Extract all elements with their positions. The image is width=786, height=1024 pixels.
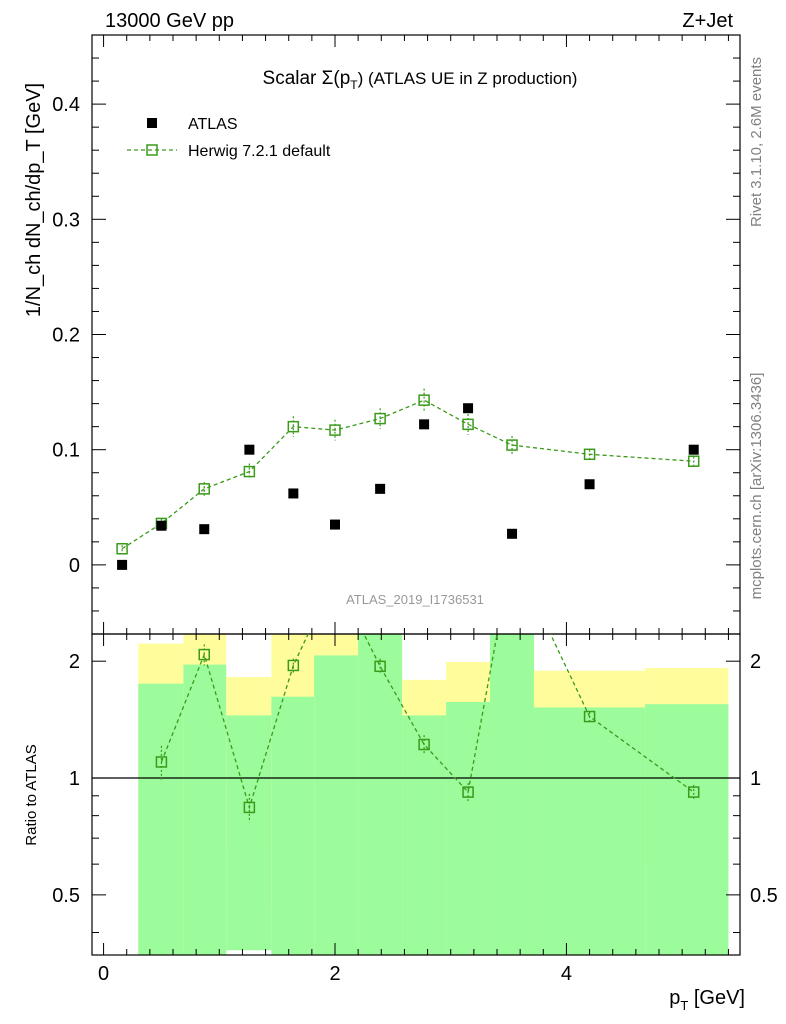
mc-point — [198, 483, 210, 495]
data-point — [330, 519, 340, 530]
mc-point — [462, 418, 474, 431]
analysis-id-label: ATLAS_2019_I1736531 — [346, 592, 484, 607]
ratio-band-inner — [271, 696, 315, 955]
ratio-y-tick-label-left: 1 — [69, 768, 80, 790]
data-point — [244, 444, 255, 455]
x-tick-label: 0 — [98, 963, 109, 985]
data-point — [507, 528, 518, 539]
chart-title: Scalar Σ(pT) (ATLAS UE in Z production) — [263, 68, 578, 92]
ratio-band-inner — [490, 634, 535, 955]
ratio-band-inner — [446, 701, 491, 955]
main-y-tick-label: 0.1 — [52, 440, 80, 462]
legend-data-marker — [147, 118, 157, 128]
rivet-label: Rivet 3.1.10, 2.6M events — [748, 57, 765, 227]
ratio-y-tick-label-right: 1 — [750, 768, 761, 790]
ratio-band-inner — [645, 704, 729, 955]
legend-mc-marker — [146, 144, 158, 156]
chart-title-sub: T — [350, 78, 358, 92]
main-y-tick-label: 0 — [69, 555, 80, 577]
ratio-band-inner — [402, 715, 447, 955]
ratio-point — [687, 786, 700, 798]
main-y-tick-label: 0.4 — [52, 94, 80, 116]
ratio-band-inner — [138, 683, 184, 955]
main-ylabel: 1/N_ch dN_ch/dp_T [GeV] — [23, 83, 45, 317]
ratio-band-inner — [183, 664, 227, 955]
mc-line — [121, 399, 694, 550]
ratio-y-tick-label-left: 0.5 — [52, 885, 80, 907]
data-point — [199, 524, 210, 535]
ratio-band-inner — [314, 655, 359, 955]
ratio-band-inner — [358, 634, 403, 955]
data-point — [288, 488, 299, 499]
mc-point — [374, 412, 386, 425]
header-left-label: 13000 GeV pp — [105, 10, 234, 32]
x-axis-label-sub: T — [680, 998, 688, 1013]
mc-series — [116, 388, 700, 555]
data-point — [463, 403, 474, 414]
ratio-point — [155, 756, 168, 768]
ratio-bands — [138, 634, 729, 955]
mc-point — [329, 424, 341, 436]
data-point — [375, 483, 386, 494]
chart-title-prefix: Scalar Σ(p — [263, 68, 351, 89]
main-panel: 1/N_ch dN_ch/dp_T [GeV] Scalar Σ(pT) (AT… — [23, 68, 577, 607]
ratio-point — [583, 710, 596, 723]
mc-point — [687, 455, 700, 467]
ratio-y-tick-label-left: 2 — [69, 651, 80, 673]
data-series — [117, 403, 699, 570]
ratio-point — [198, 648, 210, 661]
ratio-ylabel: Ratio to ATLAS — [23, 744, 40, 845]
mc-point — [243, 465, 256, 478]
ratio-point — [287, 659, 300, 672]
x-tick-label: 4 — [561, 963, 572, 985]
x-axis-label-main: p — [669, 987, 680, 1009]
ratio-band-inner — [226, 715, 272, 951]
mc-point — [506, 439, 518, 451]
x-axis-label-unit: [GeV] — [688, 987, 745, 1009]
x-axis-label: pT [GeV] — [669, 987, 745, 1013]
legend-data-label: ATLAS — [188, 116, 238, 133]
main-y-tick-label: 0.2 — [52, 325, 80, 347]
ratio-panel: Ratio to ATLAS pT [GeV] — [23, 744, 745, 1013]
ratio-y-tick-label-right: 0.5 — [750, 885, 778, 907]
mc-point — [287, 420, 300, 433]
ratio-point — [462, 786, 474, 798]
data-point — [584, 479, 595, 490]
main-y-tick-label: 0.3 — [52, 209, 80, 231]
data-point — [688, 444, 699, 455]
header-right-label: Z+Jet — [682, 10, 733, 32]
ratio-y-tick-label-right: 2 — [750, 651, 761, 673]
ratio-frame — [91, 633, 741, 956]
chart-title-suffix: ) (ATLAS UE in Z production) — [358, 69, 578, 88]
mcplots-label: mcplots.cern.ch [arXiv:1306.3436] — [748, 373, 765, 600]
mc-point — [418, 394, 430, 406]
ratio-point — [374, 660, 386, 673]
data-point — [419, 419, 430, 430]
ratio-band-inner — [534, 707, 646, 955]
legend-mc-label: Herwig 7.2.1 default — [188, 143, 331, 160]
ratio-series — [155, 634, 700, 823]
ratio-point — [418, 738, 430, 751]
mc-point — [583, 448, 596, 461]
mc-point — [116, 543, 128, 555]
x-tick-label: 2 — [329, 963, 340, 985]
ratio-point — [243, 801, 256, 814]
data-point — [156, 520, 167, 531]
data-point — [117, 559, 128, 570]
